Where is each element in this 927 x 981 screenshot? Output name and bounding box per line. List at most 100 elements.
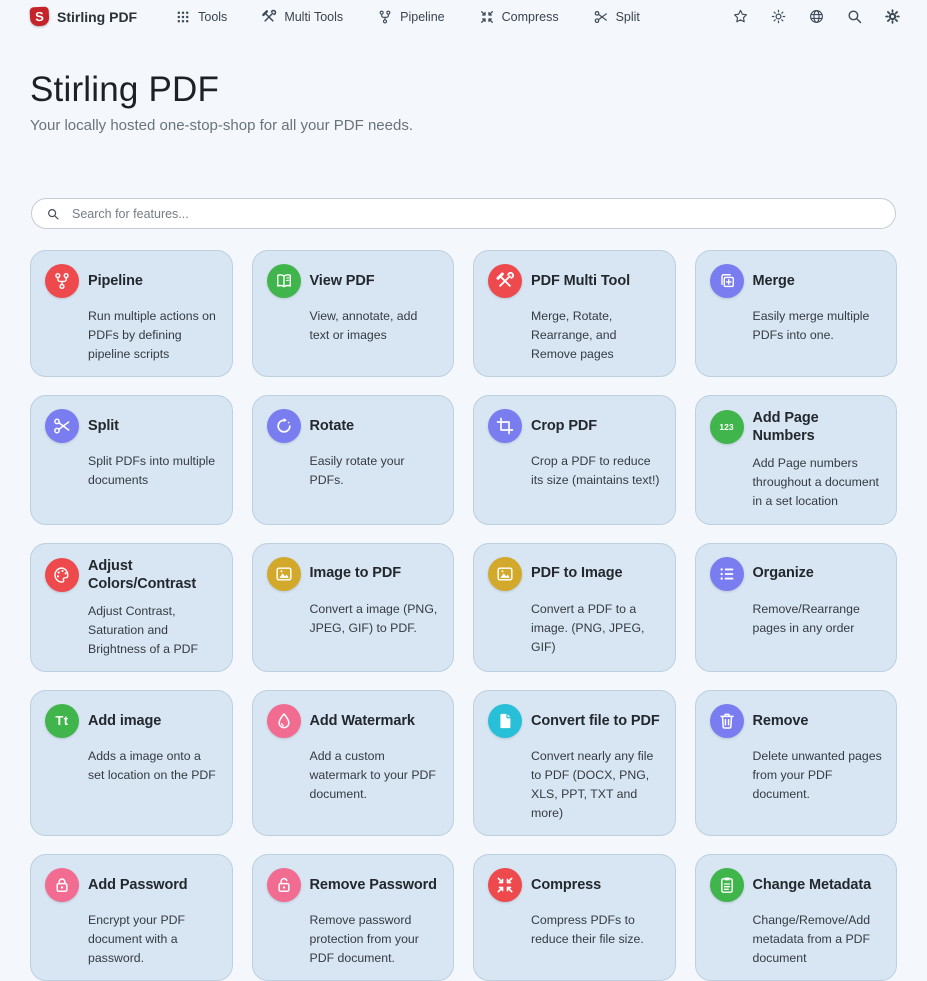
card-title: PDF to Image [531,565,623,582]
icon-text: 123 [719,422,734,433]
tool-card-add-watermark[interactable]: Add Watermark Add a custom watermark to y… [251,689,454,837]
card-description: Crop a PDF to reduce its size (maintains… [531,454,660,488]
tool-card-add-image[interactable]: Tt Add image Adds a image onto a set locat… [30,689,233,837]
tool-card-change-metadata[interactable]: Change Metadata Change/Remove/Add metadat… [694,854,897,981]
card-description: Merge, Rotate, Rearrange, and Remove pag… [531,309,617,362]
tool-card-adjust-colors-contrast[interactable]: Adjust Colors/Contrast Adjust Contrast, S… [30,542,233,672]
crop-icon [488,409,522,444]
card-title: PDF Multi Tool [531,272,631,289]
nav-item-tools[interactable]: Tools [175,9,227,25]
hero-section: Stirling PDF Your locally hosted one-sto… [30,67,897,134]
drop-icon [266,703,301,738]
card-title: View PDF [309,272,375,289]
nav-gear-button[interactable] [884,8,901,25]
card-description: Convert a PDF to a image. (PNG, JPEG, GI… [531,601,645,654]
multi-tools-icon [488,264,522,298]
nav-item-label: Pipeline [400,9,445,24]
scissors-icon [593,9,609,25]
card-description: Remove password protection from your PDF… [309,913,419,966]
brightness-icon [770,8,787,25]
card-description: Adjust Contrast, Saturation and Brightne… [88,603,199,656]
card-description: Convert nearly any file to PDF (DOCX, PN… [531,748,654,821]
card-description: Split PDFs into multiple documents [88,454,216,488]
rotate-icon [266,409,301,444]
feature-search [31,198,896,229]
card-description: Add Page numbers throughout a document i… [752,456,879,509]
list-icon [709,556,744,591]
clipboard-icon [709,868,744,903]
nav-brightness-button[interactable] [770,8,787,25]
tool-card-remove-password[interactable]: Remove Password Remove password protectio… [251,854,454,981]
nav-star-button[interactable] [732,8,749,25]
nav-item-split[interactable]: Split [593,9,640,25]
tool-card-remove[interactable]: Remove Delete unwanted pages from your PD… [694,689,897,837]
apps-grid-icon [175,9,191,25]
book-open-icon [266,264,301,298]
tool-card-rotate[interactable]: Rotate Easily rotate your PDFs. [251,395,454,525]
page-numbers-icon: 123 [709,410,744,445]
brand-label: Stirling PDF [57,8,138,25]
tool-card-merge[interactable]: Merge Easily merge multiple PDFs into one… [694,250,897,378]
tool-card-image-to-pdf[interactable]: Image to PDF Convert a image (PNG, JPEG, … [251,542,454,672]
tool-card-organize[interactable]: Organize Remove/Rearrange pages in any or… [694,542,897,672]
tool-card-add-password[interactable]: Add Password Encrypt your PDF document wi… [30,854,233,981]
tool-card-pipeline[interactable]: Pipeline Run multiple actions on PDFs by … [30,250,233,378]
card-title: Merge [752,272,795,289]
tool-card-pdf-multi-tool[interactable]: PDF Multi Tool Merge, Rotate, Rearrange, … [473,250,676,378]
card-title: Add Password [88,877,188,894]
tool-card-split[interactable]: Split Split PDFs into multiple documents [30,395,233,525]
image-icon [488,556,522,591]
brand[interactable]: S Stirling PDF [29,6,138,27]
tool-card-convert-file-to-pdf[interactable]: Convert file to PDF Convert nearly any fi… [473,689,676,837]
nav-item-compress[interactable]: Compress [479,9,559,25]
tool-card-grid: Pipeline Run multiple actions on PDFs by … [30,250,897,981]
top-navbar: S Stirling PDF Tools Multi Tools Pipeline C… [0,0,927,33]
lock-icon [45,868,79,903]
pipeline-icon [377,9,393,25]
tool-card-view-pdf[interactable]: View PDF View, annotate, add text or imag… [251,250,454,378]
card-title: Add Page Numbers [752,410,819,445]
multi-tools-icon [261,9,277,25]
search-icon [846,8,863,25]
card-title: Remove Password [309,877,438,894]
card-description: Easily rotate your PDFs. [309,454,405,488]
stirling-logo-icon: S [29,6,50,27]
nav-item-label: Tools [198,9,228,24]
text-format-icon: Tt [45,703,79,738]
nav-item-pipeline[interactable]: Pipeline [377,9,445,25]
card-description: Encrypt your PDF document with a passwor… [88,913,186,966]
nav-item-label: Multi Tools [284,9,344,24]
card-title: Change Metadata [752,877,872,894]
scissors-icon [45,409,79,444]
tool-card-crop-pdf[interactable]: Crop PDF Crop a PDF to reduce its size (m… [473,395,676,525]
search-input[interactable] [31,198,896,229]
card-title: Remove [752,712,809,729]
card-description: Run multiple actions on PDFs by defining… [88,309,216,362]
card-description: View, annotate, add text or images [309,309,418,343]
card-title: Add Watermark [309,712,415,729]
card-description: Easily merge multiple PDFs into one. [752,309,870,343]
card-title: Organize [752,565,814,582]
card-description: Convert a image (PNG, JPEG, GIF) to PDF. [309,601,438,635]
card-description: Change/Remove/Add metadata from a PDF do… [752,913,871,966]
card-title: Convert file to PDF [531,712,660,729]
compress-icon [488,868,522,903]
nav-menu: Tools Multi Tools Pipeline Compress Split [175,9,640,25]
card-description: Compress PDFs to reduce their file size. [531,913,644,947]
card-title: Add image [88,712,162,729]
nav-item-label: Compress [501,9,559,24]
card-title: Pipeline [88,272,143,289]
trash-icon [709,703,744,738]
nav-item-label: Split [615,9,640,24]
tool-card-add-page-numbers[interactable]: 123 Add Page Numbers Add Page numbers thro… [694,395,897,525]
nav-globe-button[interactable] [808,8,825,25]
card-description: Delete unwanted pages from your PDF docu… [752,748,882,802]
gear-icon [884,8,901,25]
page-subtitle: Your locally hosted one-stop-shop for al… [30,117,413,134]
icon-text: Tt [55,713,69,729]
nav-actions [732,8,901,25]
nav-item-multi-tools[interactable]: Multi Tools [261,9,343,25]
tool-card-pdf-to-image[interactable]: PDF to Image Convert a PDF to a image. (P… [473,542,676,672]
tool-card-compress[interactable]: Compress Compress PDFs to reduce their fi… [473,854,676,981]
nav-search-button[interactable] [846,8,863,25]
